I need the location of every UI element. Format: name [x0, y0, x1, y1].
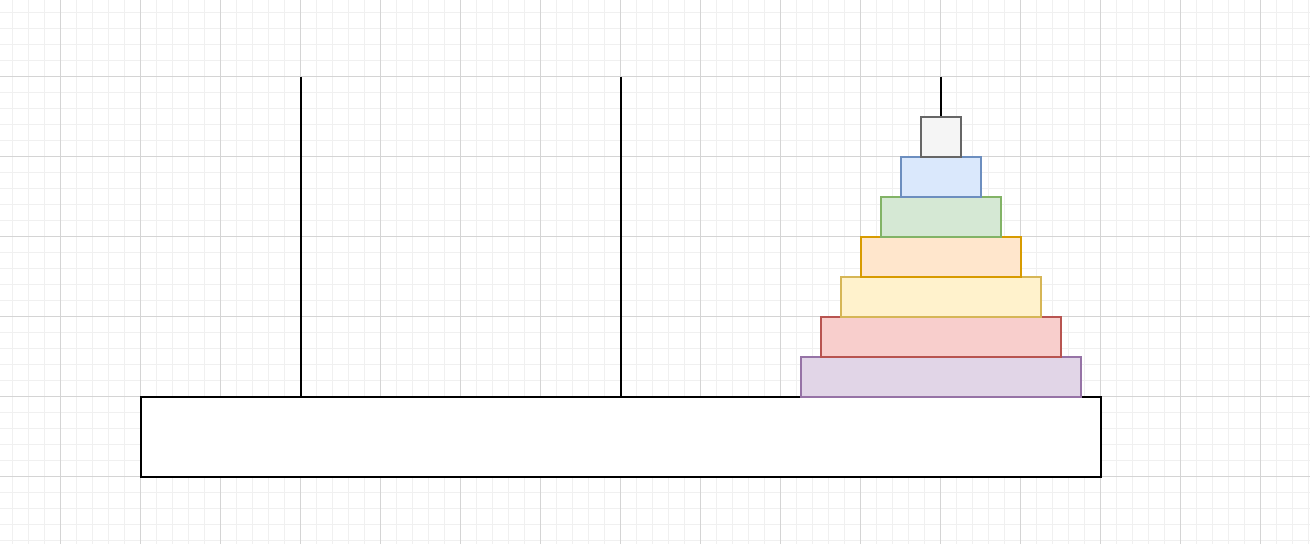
tower-base: [140, 396, 1102, 478]
disk-size-3: [880, 196, 1002, 238]
disk-size-1: [920, 116, 962, 158]
disk-size-7: [800, 356, 1082, 398]
disk-size-5: [840, 276, 1042, 318]
disk-stack: [800, 116, 1082, 398]
disk-size-6: [820, 316, 1062, 358]
disk-size-2: [900, 156, 982, 198]
disk-size-4: [860, 236, 1022, 278]
